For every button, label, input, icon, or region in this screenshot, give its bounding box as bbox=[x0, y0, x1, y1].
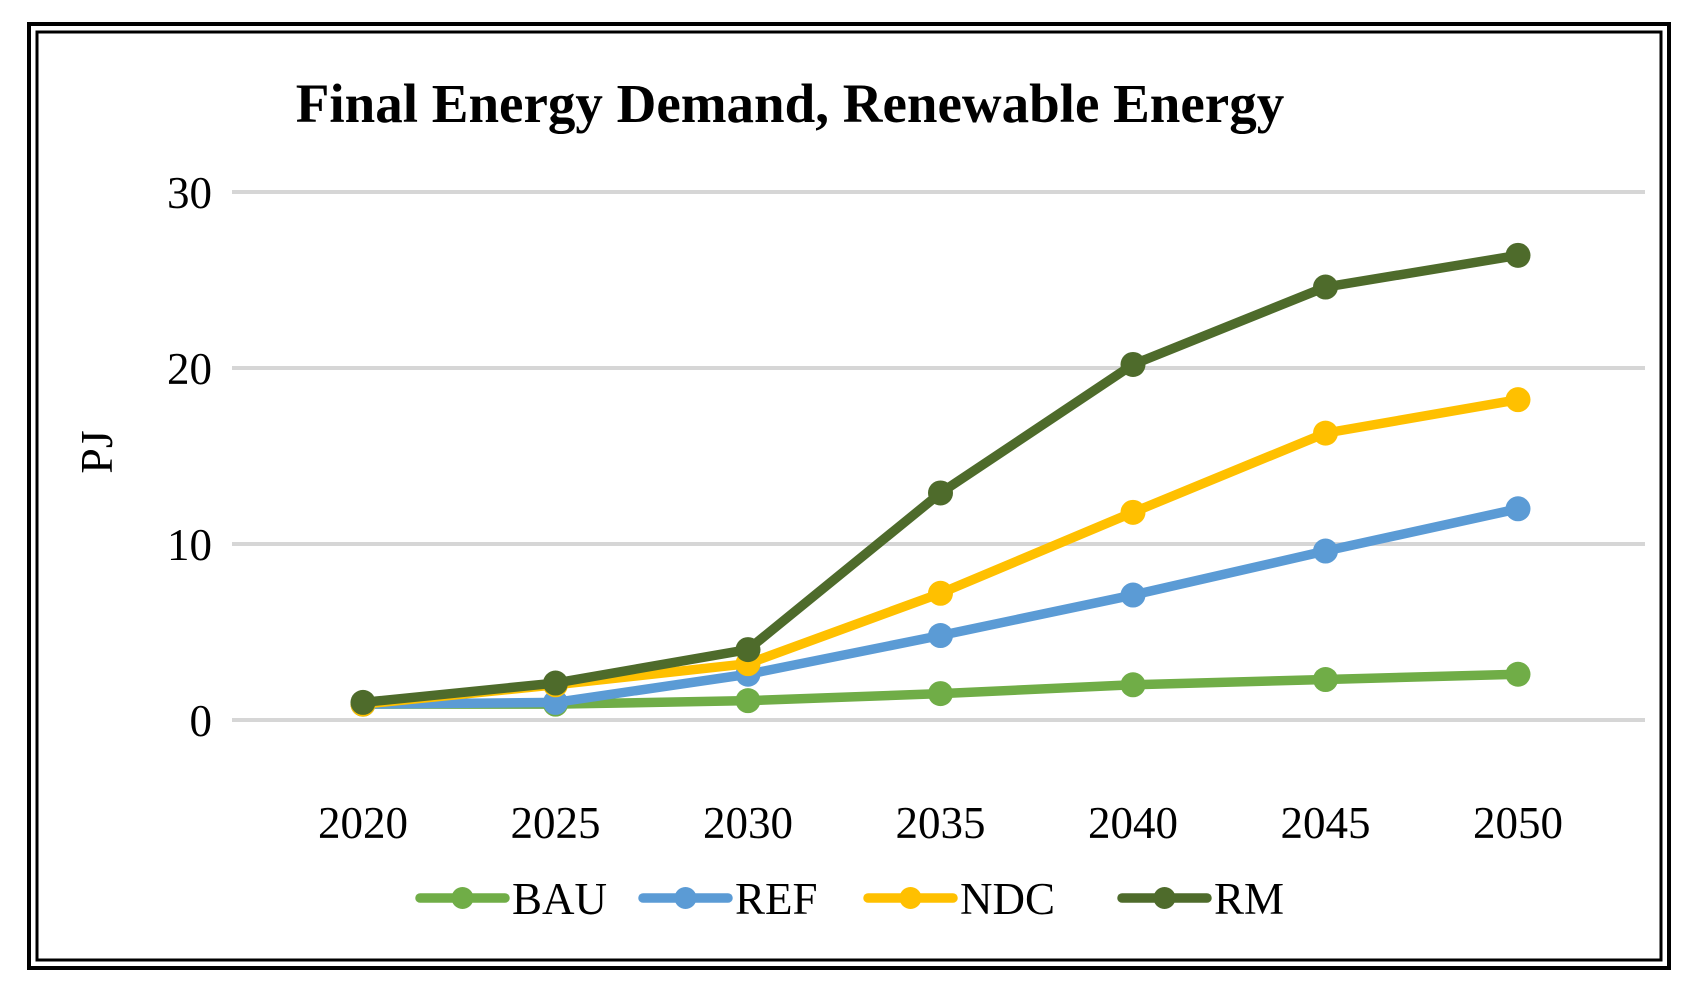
chart-point-NDC-2040 bbox=[1120, 499, 1146, 525]
legend-marker-BAU bbox=[451, 887, 474, 909]
chart-point-RM-2035 bbox=[928, 480, 953, 506]
y-tick-label-0: 0 bbox=[190, 696, 213, 746]
legend-label-REF: REF bbox=[735, 874, 818, 924]
legend-item-REF: REF bbox=[638, 874, 818, 924]
legend-item-BAU: BAU bbox=[415, 874, 607, 924]
x-tick-label-2050: 2050 bbox=[1473, 798, 1563, 848]
chart-point-RM-2025 bbox=[543, 670, 568, 696]
legend-marker-REF bbox=[674, 887, 697, 909]
y-axis-tick-labels: 0 10 20 30 bbox=[167, 168, 212, 746]
x-tick-label-2045: 2045 bbox=[1281, 798, 1371, 848]
chart-point-BAU-2030 bbox=[735, 688, 761, 714]
y-tick-label-30: 30 bbox=[167, 168, 212, 218]
legend-item-NDC: NDC bbox=[863, 874, 1055, 924]
series-RM bbox=[350, 242, 1531, 715]
legend-item-RM: RM bbox=[1117, 874, 1284, 924]
chart-point-BAU-2050 bbox=[1505, 661, 1531, 687]
chart-point-RM-2040 bbox=[1120, 351, 1146, 377]
figure-frame-outer bbox=[27, 22, 1671, 970]
x-tick-label-2020: 2020 bbox=[318, 798, 408, 848]
x-tick-label-2040: 2040 bbox=[1088, 798, 1178, 848]
legend: BAU REF NDC RM bbox=[415, 874, 1284, 924]
chart-point-NDC-2045 bbox=[1313, 420, 1338, 446]
legend-label-BAU: BAU bbox=[512, 874, 607, 924]
legend-marker-NDC bbox=[899, 887, 922, 909]
chart-point-RM-2020 bbox=[350, 689, 376, 715]
x-tick-label-2030: 2030 bbox=[703, 798, 793, 848]
y-tick-label-10: 10 bbox=[167, 520, 212, 570]
x-tick-label-2025: 2025 bbox=[511, 798, 601, 848]
chart-point-NDC-2035 bbox=[928, 580, 953, 606]
chart-point-REF-2035 bbox=[928, 623, 953, 649]
chart-point-NDC-2050 bbox=[1505, 387, 1531, 413]
chart-point-RM-2050 bbox=[1505, 242, 1531, 268]
figure-frame-inner bbox=[35, 30, 1663, 962]
legend-marker-RM bbox=[1153, 887, 1176, 909]
series-NDC bbox=[350, 387, 1531, 717]
chart-point-REF-2040 bbox=[1120, 582, 1146, 608]
y-axis-label: PJ bbox=[71, 430, 122, 473]
chart-point-REF-2050 bbox=[1505, 496, 1531, 522]
chart-title: Final Energy Demand, Renewable Energy bbox=[296, 73, 1284, 134]
chart-point-RM-2045 bbox=[1313, 274, 1338, 300]
chart-point-RM-2030 bbox=[735, 637, 761, 663]
legend-label-NDC: NDC bbox=[960, 874, 1055, 924]
chart-point-BAU-2040 bbox=[1120, 672, 1146, 698]
legend-label-RM: RM bbox=[1214, 874, 1284, 924]
chart-point-BAU-2045 bbox=[1313, 667, 1338, 693]
series-lines bbox=[350, 242, 1531, 717]
y-tick-label-20: 20 bbox=[167, 344, 212, 394]
gridlines bbox=[232, 190, 1645, 722]
chart-point-BAU-2035 bbox=[928, 681, 953, 707]
x-axis-tick-labels: 2020 2025 2030 2035 2040 2045 2050 bbox=[318, 798, 1563, 848]
x-tick-label-2035: 2035 bbox=[896, 798, 986, 848]
chart-line-NDC bbox=[358, 394, 1523, 709]
chart-point-REF-2045 bbox=[1313, 538, 1338, 564]
chart-point-REF-2025 bbox=[543, 689, 568, 715]
